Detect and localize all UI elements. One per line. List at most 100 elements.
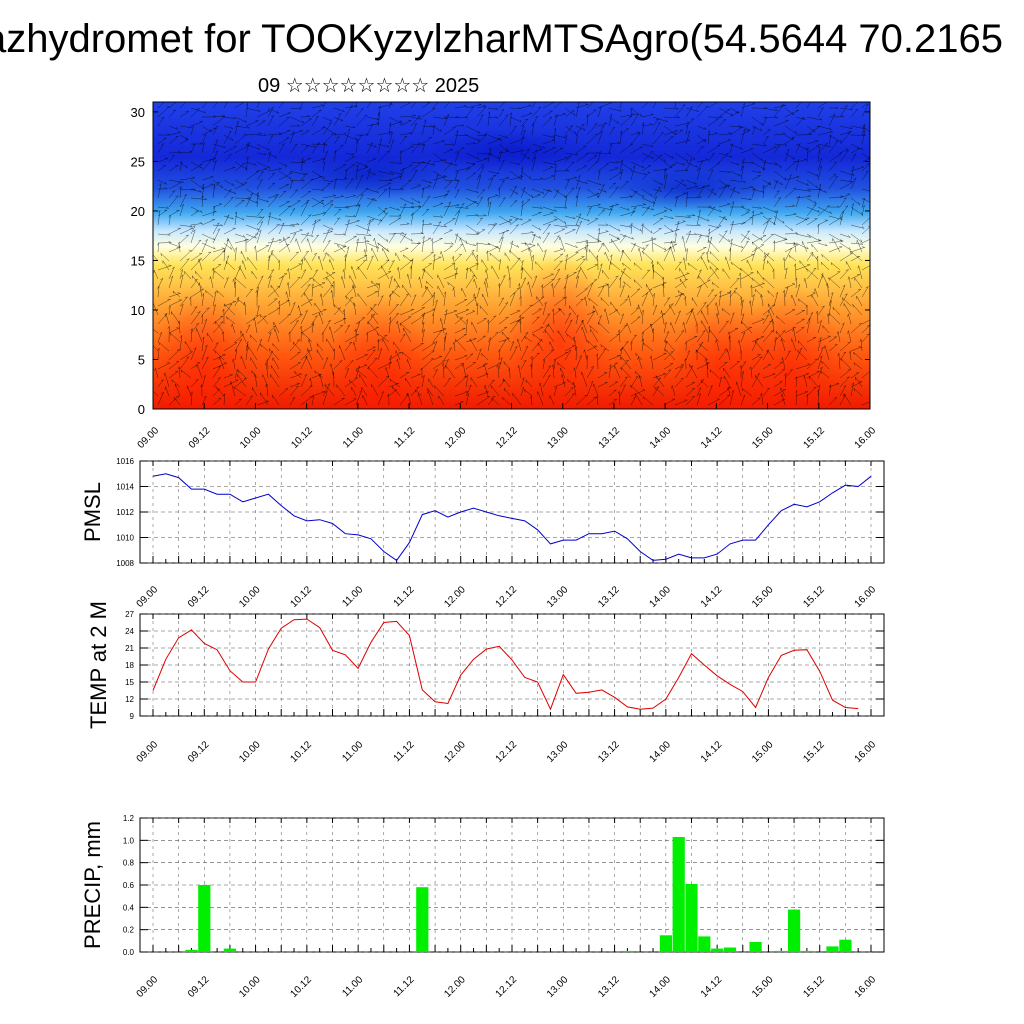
y-tick-label: 0.0: [123, 948, 135, 957]
precip-bar: [826, 946, 839, 952]
y-tick-label: 15: [131, 253, 145, 268]
x-tick-label: 15.00: [750, 425, 776, 451]
y-tick-label: 0.4: [123, 903, 135, 912]
x-tick-label: 10.12: [289, 584, 315, 610]
x-tick-label: 10.12: [289, 425, 315, 451]
x-tick-label: 13.12: [596, 739, 622, 765]
precip-bar: [685, 883, 698, 952]
x-tick-label: 16.00: [853, 584, 879, 610]
x-tick-label: 10.12: [289, 974, 315, 1000]
x-tick-label: 11.00: [340, 974, 365, 999]
x-tick-label: 09.00: [135, 974, 161, 1000]
x-tick-label: 09.00: [135, 584, 161, 610]
x-tick-label: 11.12: [392, 425, 417, 450]
precip-bar: [698, 936, 711, 952]
x-tick-label: 16.00: [853, 425, 879, 451]
x-tick-label: 12.12: [494, 974, 520, 1000]
x-tick-label: 14.12: [699, 739, 725, 765]
x-tick-label: 09.12: [186, 974, 212, 1000]
cold-zone: [430, 128, 590, 172]
y-tick-label: 18: [125, 661, 134, 670]
x-tick-label: 14.12: [699, 974, 725, 1000]
x-tick-label: 09.12: [187, 425, 213, 451]
precip-bar: [711, 948, 724, 952]
x-tick-label: 13.12: [596, 584, 622, 610]
x-tick-label: 13.00: [545, 425, 571, 451]
x-tick-label: 16.00: [853, 739, 879, 765]
y-tick-label: 21: [125, 644, 134, 653]
x-tick-label: 13.00: [545, 584, 571, 610]
x-tick-label: 12.00: [442, 974, 468, 1000]
y-tick-label: 5: [138, 352, 145, 367]
precip-bar: [788, 909, 801, 952]
y-axis-label: PRECIP, mm: [80, 821, 105, 949]
precip-bar: [198, 885, 211, 952]
precip-bar: [723, 947, 737, 952]
precip-bar: [416, 887, 429, 952]
x-tick-label: 11.00: [341, 425, 366, 450]
y-tick-label: 0: [138, 402, 145, 417]
x-tick-label: 12.00: [442, 739, 468, 765]
chart-subtitle: 09 ☆☆☆☆☆☆☆☆ 2025: [258, 75, 480, 97]
y-tick-label: 0.8: [123, 859, 135, 868]
x-tick-label: 09.12: [186, 584, 212, 610]
x-tick-label: 15.12: [801, 739, 827, 765]
y-tick-label: 1016: [116, 457, 134, 466]
y-tick-label: 0.6: [123, 881, 135, 890]
precip-bar: [659, 935, 672, 953]
precip-bar: [223, 948, 236, 952]
wind-vectors: [153, 102, 870, 406]
x-tick-label: 12.12: [494, 425, 520, 451]
x-tick-label: 09.12: [186, 739, 212, 765]
x-tick-label: 13.00: [545, 974, 571, 1000]
x-tick-label: 10.00: [238, 425, 264, 451]
x-tick-label: 13.00: [545, 739, 571, 765]
y-tick-label: 1.0: [123, 836, 135, 845]
y-tick-label: 9: [130, 712, 135, 721]
heatmap-field: [153, 102, 870, 409]
y-tick-label: 10: [131, 303, 145, 318]
x-tick-label: 15.12: [801, 425, 827, 451]
y-tick-label: 12: [125, 695, 134, 704]
y-tick-label: 15: [125, 678, 134, 687]
x-tick-label: 15.00: [750, 739, 776, 765]
x-tick-label: 14.00: [648, 974, 674, 1000]
pmsl-line: [152, 473, 872, 562]
x-tick-label: 15.12: [801, 974, 827, 1000]
x-tick-label: 14.00: [648, 739, 674, 765]
warm-zone: [325, 295, 435, 409]
precip-bar: [800, 950, 813, 952]
warm-zone: [505, 255, 615, 409]
x-tick-label: 11.00: [340, 739, 365, 764]
y-tick-label: 1014: [116, 483, 134, 492]
y-tick-label: 0.2: [123, 926, 135, 935]
x-tick-label: 14.12: [699, 425, 725, 451]
x-tick-label: 12.12: [494, 739, 520, 765]
cold-zone: [610, 168, 770, 212]
precip-bar: [185, 949, 198, 952]
x-tick-label: 10.12: [289, 739, 315, 765]
x-tick-label: 11.12: [392, 584, 417, 609]
x-tick-label: 10.00: [237, 974, 263, 1000]
x-tick-label: 14.00: [648, 425, 674, 451]
precip-bar: [749, 942, 762, 952]
x-tick-label: 15.00: [750, 974, 776, 1000]
x-tick-label: 12.00: [442, 584, 468, 610]
precip-bar: [775, 950, 788, 952]
y-tick-label: 24: [125, 627, 134, 636]
y-tick-label: 1010: [116, 534, 134, 543]
y-tick-label: 1.2: [123, 814, 135, 823]
x-tick-label: 14.12: [699, 584, 725, 610]
x-tick-label: 09.00: [135, 739, 161, 765]
x-tick-label: 09.00: [136, 425, 162, 451]
y-tick-label: 30: [131, 105, 145, 120]
x-tick-label: 11.12: [392, 974, 417, 999]
x-tick-label: 10.00: [237, 584, 263, 610]
y-tick-label: 25: [131, 154, 145, 169]
x-tick-label: 15.00: [750, 584, 776, 610]
x-tick-label: 11.00: [340, 584, 365, 609]
y-tick-label: 27: [125, 610, 134, 619]
x-tick-label: 16.00: [853, 974, 879, 1000]
y-axis-label: TEMP at 2 M: [86, 601, 111, 729]
